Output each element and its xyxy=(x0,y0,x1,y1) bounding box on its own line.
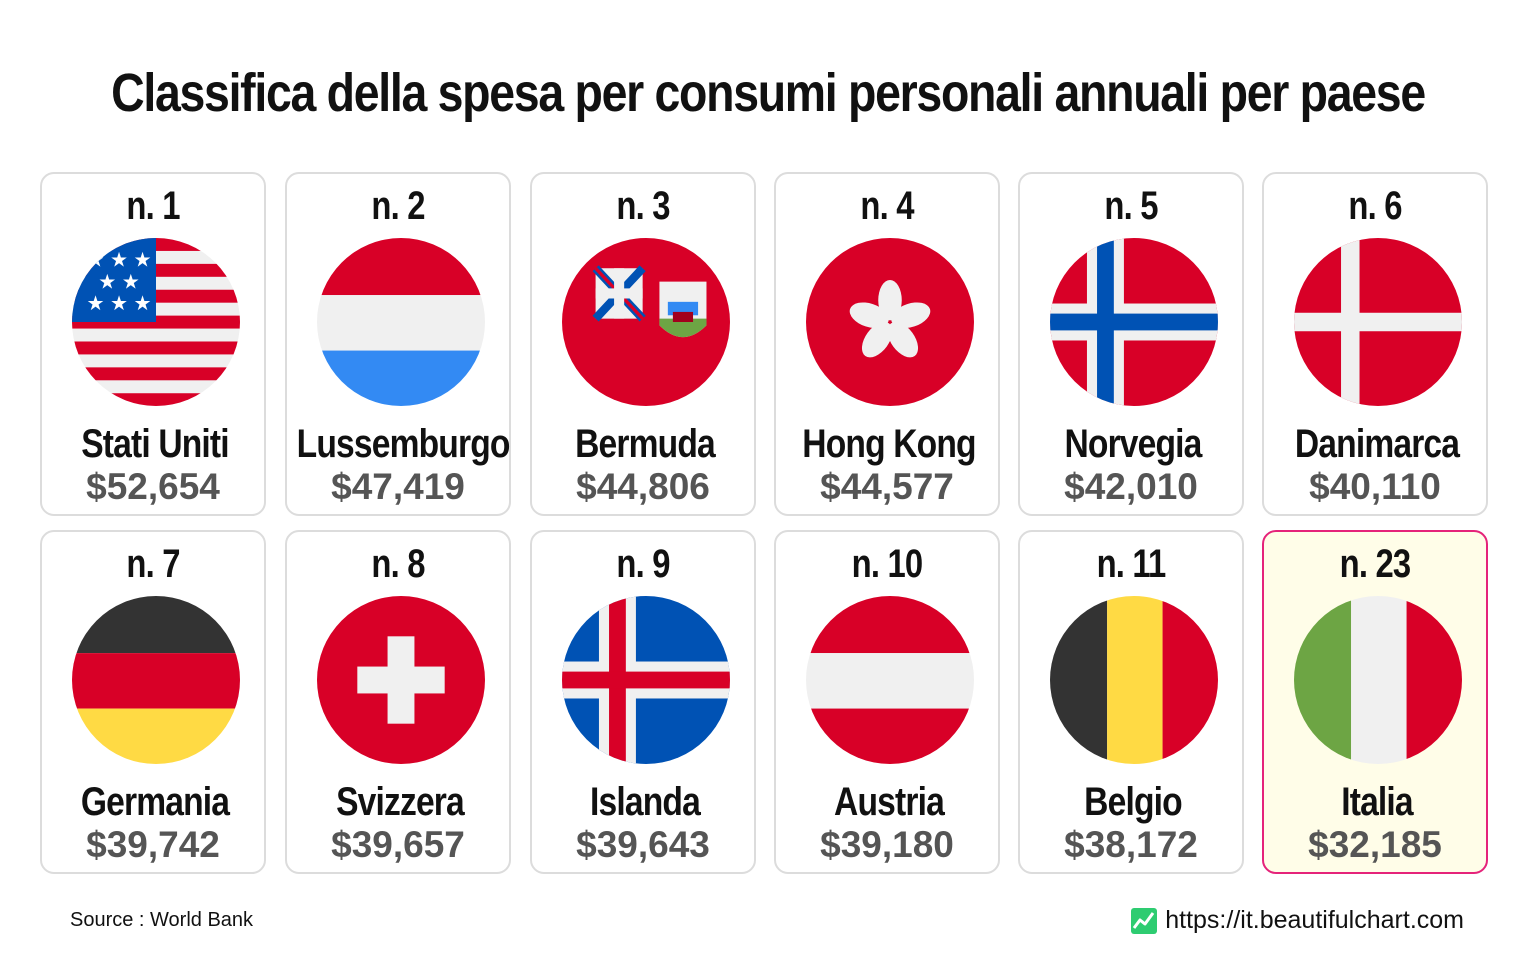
bermuda-flag-icon xyxy=(562,238,730,406)
country-name: Hong Kong xyxy=(802,422,976,466)
spending-value: $39,180 xyxy=(820,824,954,865)
rank-label: n. 6 xyxy=(1348,184,1402,228)
ranking-card-highlighted: n. 23 Italia $32,185 xyxy=(1262,530,1488,874)
country-name: Svizzera xyxy=(336,780,465,824)
ranking-card: n. 5 Norvegia $42,010 xyxy=(1018,172,1244,516)
svg-text:★: ★ xyxy=(110,248,128,272)
rank-label: n. 8 xyxy=(371,542,425,586)
ranking-card: n. 7 Germania $39,742 xyxy=(40,530,266,874)
ranking-grid: n. 1 ★ ★ ★ ★ ★ ★ ★ ★ Stati Uniti $52, xyxy=(40,172,1492,878)
svg-text:★: ★ xyxy=(86,291,104,315)
rank-label: n. 1 xyxy=(126,184,180,228)
norway-flag-icon xyxy=(1050,238,1218,406)
country-name: Stati Uniti xyxy=(81,422,229,466)
spending-value: $40,110 xyxy=(1309,466,1441,507)
country-name: Norvegia xyxy=(1064,422,1202,466)
usa-flag-icon: ★ ★ ★ ★ ★ ★ ★ ★ xyxy=(72,238,240,406)
ranking-card: n. 11 Belgio $38,172 xyxy=(1018,530,1244,874)
switzerland-flag-icon xyxy=(317,596,485,764)
ranking-card: n. 3 Bermuda $44,806 xyxy=(530,172,756,516)
rank-label: n. 7 xyxy=(126,542,180,586)
svg-text:★: ★ xyxy=(98,269,116,293)
spending-value: $44,806 xyxy=(576,466,710,507)
svg-text:★: ★ xyxy=(110,291,128,315)
austria-flag-icon xyxy=(806,596,974,764)
rank-label: n. 5 xyxy=(1104,184,1158,228)
country-name: Danimarca xyxy=(1294,422,1460,466)
chart-logo-icon xyxy=(1131,907,1158,934)
country-name: Germania xyxy=(80,780,230,824)
rank-label: n. 10 xyxy=(851,542,923,586)
country-name: Belgio xyxy=(1084,780,1182,824)
site-url[interactable]: https://it.beautifulchart.com xyxy=(1165,906,1464,934)
ranking-card: n. 10 Austria $39,180 xyxy=(774,530,1000,874)
ranking-card: n. 6 Danimarca $40,110 xyxy=(1262,172,1488,516)
country-name: Italia xyxy=(1341,780,1413,824)
svg-text:★: ★ xyxy=(122,269,140,293)
svg-text:★: ★ xyxy=(86,248,104,272)
spending-value: $39,643 xyxy=(576,824,710,865)
belgium-flag-icon xyxy=(1050,596,1218,764)
rank-label: n. 11 xyxy=(1096,542,1167,586)
ranking-card: n. 2 Lussemburgo $47,419 xyxy=(285,172,511,516)
rank-label: n. 23 xyxy=(1339,542,1411,586)
svg-text:★: ★ xyxy=(134,291,152,315)
spending-value: $32,185 xyxy=(1308,824,1442,865)
rank-label: n. 3 xyxy=(616,184,670,228)
svg-text:★: ★ xyxy=(134,248,152,272)
rank-label: n. 2 xyxy=(371,184,425,228)
ranking-card: n. 1 ★ ★ ★ ★ ★ ★ ★ ★ Stati Uniti $52, xyxy=(40,172,266,516)
country-name: Lussemburgo xyxy=(296,422,511,466)
rank-label: n. 9 xyxy=(616,542,670,586)
chart-title: Classifica della spesa per consumi perso… xyxy=(111,63,1426,123)
germany-flag-icon xyxy=(72,596,240,764)
iceland-flag-icon xyxy=(562,596,730,764)
spending-value: $38,172 xyxy=(1064,824,1198,865)
spending-value: $44,577 xyxy=(820,466,954,507)
ranking-card: n. 4 Hong Kong $44,577 xyxy=(774,172,1000,516)
site-credit[interactable]: https://it.beautifulchart.com xyxy=(1131,906,1464,935)
ranking-card: n. 8 Svizzera $39,657 xyxy=(285,530,511,874)
rank-label: n. 4 xyxy=(860,184,914,228)
spending-value: $52,654 xyxy=(86,466,220,507)
spending-value: $39,742 xyxy=(86,824,220,865)
spending-value: $47,419 xyxy=(331,466,465,507)
luxembourg-flag-icon xyxy=(317,238,485,406)
ranking-card: n. 9 Islanda $39,643 xyxy=(530,530,756,874)
source-note: Source : World Bank xyxy=(70,909,254,931)
hong-kong-flag-icon xyxy=(806,238,974,406)
country-name: Islanda xyxy=(590,780,701,824)
spending-value: $39,657 xyxy=(331,824,465,865)
country-name: Bermuda xyxy=(575,422,716,466)
spending-value: $42,010 xyxy=(1064,466,1198,507)
italy-flag-icon xyxy=(1294,596,1462,764)
denmark-flag-icon xyxy=(1294,238,1462,406)
country-name: Austria xyxy=(834,780,945,824)
